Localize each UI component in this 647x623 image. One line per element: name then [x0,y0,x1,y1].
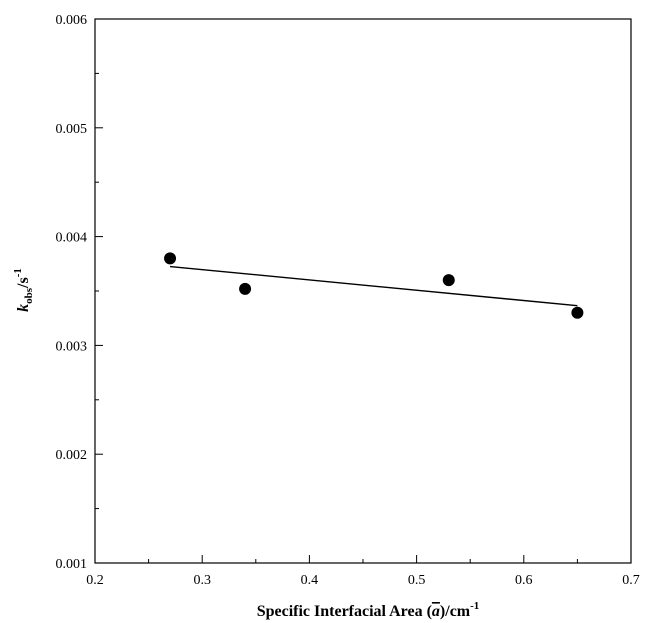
plot-area [94,18,632,564]
x-tick-label: 0.4 [301,573,319,588]
data-point [239,282,252,295]
y-axis-title: kobs/s-1 [12,268,35,312]
y-tick-label: 0.003 [56,339,88,354]
data-point [442,274,455,287]
fit-line [169,265,578,307]
x-tick-label: 0.2 [86,573,104,588]
x-axis-title-sup: -1 [470,600,479,612]
y-tick-label: 0.006 [56,13,88,28]
y-axis-title-unit: /s [15,277,32,289]
data-point [164,252,177,265]
y-tick-label: 0.002 [56,448,88,463]
x-tick-label: 0.5 [408,573,426,588]
y-axis: 0.001 0.002 0.003 0.004 0.005 0.006 [56,13,103,572]
y-axis-title-symbol: k [15,304,32,312]
y-tick-label: 0.005 [56,122,88,137]
y-axis-title-sub: obs [23,287,35,304]
data-point [571,306,584,319]
x-tick-label: 0.3 [193,573,211,588]
x-axis-title-suffix: )/cm [440,603,471,620]
x-tick-label: 0.6 [515,573,533,588]
y-axis-title-sup: -1 [12,268,24,277]
x-axis: 0.2 0.3 0.4 0.5 0.6 0.7 [86,555,640,588]
y-tick-label: 0.001 [56,557,88,572]
data-marks [164,252,584,319]
x-axis-title-symbol: a [432,603,440,620]
x-tick-label: 0.7 [622,573,640,588]
x-axis-title: Specific Interfacial Area (a)/cm-1 [257,600,480,620]
x-axis-title-prefix: Specific Interfacial Area ( [257,603,432,620]
plot-frame [94,18,632,564]
y-tick-label: 0.004 [56,231,88,246]
